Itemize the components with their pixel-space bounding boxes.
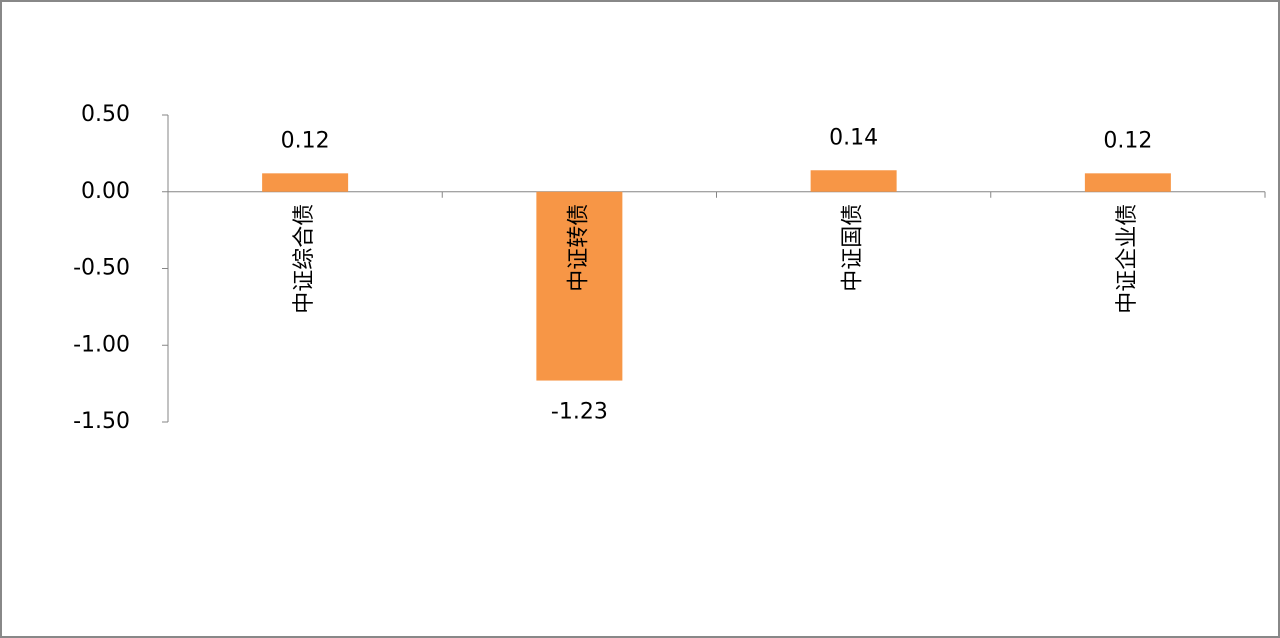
y-tick-label: 0.50 xyxy=(81,102,130,127)
y-tick-label: -0.50 xyxy=(73,256,130,281)
bar xyxy=(262,173,349,192)
bar xyxy=(1084,173,1171,192)
category-label: 中证综合债 xyxy=(292,204,317,314)
bar xyxy=(536,191,623,381)
y-tick-label: 0.00 xyxy=(81,179,130,204)
category-label: 中证企业债 xyxy=(1115,204,1140,314)
bar xyxy=(810,170,897,192)
data-label: 0.12 xyxy=(1103,128,1152,153)
data-label: 0.12 xyxy=(281,128,330,153)
y-tick-label: -1.50 xyxy=(73,409,130,434)
category-label: 中证转债 xyxy=(566,204,591,292)
data-label: 0.14 xyxy=(829,125,878,150)
y-tick-label: -1.00 xyxy=(73,332,130,357)
category-label: 中证国债 xyxy=(841,204,866,292)
data-label: -1.23 xyxy=(551,400,608,425)
